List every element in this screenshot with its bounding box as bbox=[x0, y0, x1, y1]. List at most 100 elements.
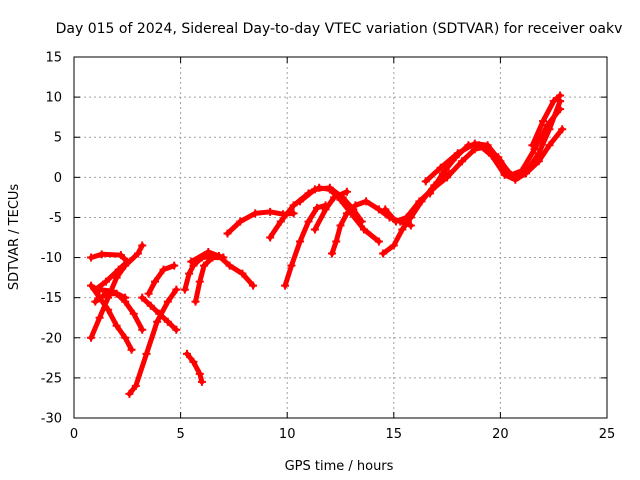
data-point bbox=[101, 277, 110, 286]
grid bbox=[74, 57, 607, 418]
y-tick-label: -30 bbox=[41, 412, 62, 427]
data-point bbox=[204, 247, 213, 256]
data-point bbox=[415, 197, 424, 206]
data-point bbox=[172, 285, 181, 294]
data-point bbox=[398, 225, 407, 234]
data-point bbox=[327, 249, 336, 258]
data-point bbox=[266, 207, 275, 216]
data-point bbox=[336, 221, 345, 230]
data-point bbox=[330, 193, 339, 202]
y-tick-label: 5 bbox=[54, 131, 62, 146]
data-point bbox=[116, 251, 125, 260]
plot-frame bbox=[73, 56, 608, 419]
data-point bbox=[144, 289, 153, 298]
data-point bbox=[426, 189, 435, 198]
series-arc-3 bbox=[87, 281, 136, 354]
series-line bbox=[297, 185, 365, 224]
data-point bbox=[549, 97, 558, 106]
data-point bbox=[195, 277, 204, 286]
data-point bbox=[95, 313, 104, 322]
data-point bbox=[195, 369, 204, 378]
data-point bbox=[321, 205, 330, 214]
series-line bbox=[329, 198, 414, 256]
data-point bbox=[163, 297, 172, 306]
data-point bbox=[266, 233, 275, 242]
data-point bbox=[310, 185, 319, 194]
data-point bbox=[556, 91, 565, 100]
data-point bbox=[138, 293, 147, 302]
y-tick-label: -10 bbox=[41, 251, 62, 266]
series-line bbox=[312, 189, 350, 232]
data-point bbox=[129, 309, 138, 318]
data-point bbox=[133, 249, 142, 258]
data-point bbox=[453, 149, 462, 158]
data-point bbox=[289, 209, 298, 218]
series-arc-23 bbox=[528, 91, 565, 150]
data-point bbox=[127, 345, 136, 354]
data-point bbox=[359, 225, 368, 234]
series-arc-12 bbox=[187, 247, 228, 266]
data-point bbox=[87, 333, 96, 342]
series-arc-9 bbox=[182, 349, 206, 386]
y-tick-label: -15 bbox=[41, 291, 62, 306]
data-point bbox=[155, 309, 164, 318]
y-tick-label: 10 bbox=[45, 91, 62, 106]
data-point bbox=[187, 257, 196, 266]
x-tick-label: 20 bbox=[492, 427, 509, 442]
data-point bbox=[287, 261, 296, 270]
data-point bbox=[87, 253, 96, 262]
data-point bbox=[310, 225, 319, 234]
data-point bbox=[391, 217, 400, 226]
x-tick-label: 15 bbox=[386, 427, 403, 442]
data-point bbox=[351, 201, 360, 210]
data-point bbox=[470, 139, 479, 148]
data-point bbox=[545, 141, 554, 150]
series-arc-15 bbox=[281, 201, 330, 290]
data-point bbox=[421, 177, 430, 186]
data-point bbox=[197, 377, 206, 386]
data-point bbox=[313, 203, 322, 212]
x-tick-label: 10 bbox=[279, 427, 296, 442]
series-arc-22 bbox=[421, 105, 565, 186]
data-point bbox=[556, 105, 565, 114]
data-point bbox=[379, 249, 388, 258]
data-point bbox=[251, 209, 260, 218]
series-arc-2 bbox=[87, 241, 147, 342]
data-point bbox=[108, 287, 117, 296]
data-point bbox=[225, 261, 234, 270]
data-point bbox=[402, 213, 411, 222]
data-point bbox=[342, 209, 351, 218]
data-point bbox=[374, 237, 383, 246]
data-point bbox=[543, 121, 552, 130]
data-point bbox=[189, 357, 198, 366]
data-point bbox=[362, 197, 371, 206]
x-tick-label: 25 bbox=[599, 427, 616, 442]
data-point bbox=[153, 317, 162, 326]
data-point bbox=[142, 349, 151, 358]
data-point bbox=[159, 265, 168, 274]
data-point bbox=[223, 229, 232, 238]
data-point bbox=[146, 301, 155, 310]
data-point bbox=[289, 201, 298, 210]
data-point bbox=[304, 217, 313, 226]
data-point bbox=[438, 169, 447, 178]
data-point bbox=[530, 145, 539, 154]
data-point bbox=[295, 197, 304, 206]
data-point bbox=[91, 297, 100, 306]
data-point bbox=[381, 205, 390, 214]
data-point bbox=[112, 273, 121, 282]
data-point bbox=[295, 237, 304, 246]
series-line bbox=[529, 93, 563, 148]
data-point bbox=[496, 157, 505, 166]
data-point bbox=[219, 253, 228, 262]
data-point bbox=[332, 237, 341, 246]
data-point bbox=[534, 157, 543, 166]
data-point bbox=[185, 269, 194, 278]
data-point bbox=[112, 321, 121, 330]
data-point bbox=[443, 173, 452, 182]
data-point bbox=[191, 297, 200, 306]
data-point bbox=[249, 281, 258, 290]
data-point bbox=[528, 141, 537, 150]
series-layer bbox=[87, 91, 567, 398]
data-point bbox=[276, 217, 285, 226]
